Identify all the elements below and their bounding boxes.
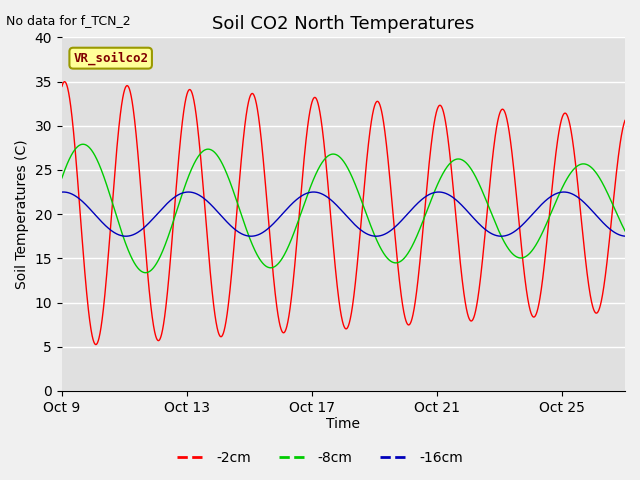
- Text: No data for f_TCN_2: No data for f_TCN_2: [6, 14, 131, 27]
- Legend: -2cm, -8cm, -16cm: -2cm, -8cm, -16cm: [172, 445, 468, 471]
- Y-axis label: Soil Temperatures (C): Soil Temperatures (C): [15, 139, 29, 289]
- X-axis label: Time: Time: [326, 418, 360, 432]
- Title: Soil CO2 North Temperatures: Soil CO2 North Temperatures: [212, 15, 475, 33]
- Text: VR_soilco2: VR_soilco2: [73, 51, 148, 65]
